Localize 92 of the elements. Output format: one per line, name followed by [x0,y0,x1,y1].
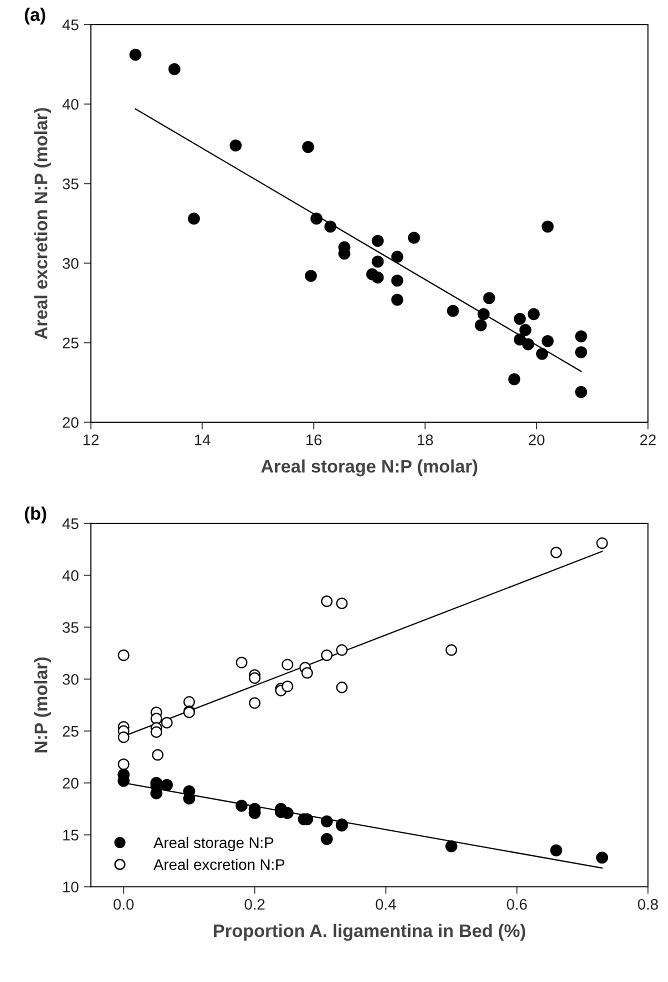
x-tick-label: 16 [306,434,322,446]
x-tick-label: 0.0 [114,898,134,910]
point [575,330,588,342]
x-tick-label: 12 [84,434,99,446]
point [282,680,294,692]
point [160,779,173,792]
point [445,840,458,852]
point [575,386,588,398]
point [575,346,588,358]
point [320,832,333,845]
x-tick-label: 20 [528,434,544,446]
point [321,595,333,608]
x-tick-label: 14 [194,434,210,446]
point [168,63,180,76]
point [236,656,248,668]
text: (a) [24,8,46,25]
y-tick-label: 25 [62,338,78,348]
point [248,697,260,709]
point [446,644,458,656]
point [324,220,336,233]
y-axis-title: N:P (molar) [34,657,51,752]
point [372,234,384,247]
point [542,335,554,348]
y-tick-label: 20 [62,778,78,789]
point [183,696,195,708]
y-tick-label: 35 [62,178,78,190]
x-tick-label: 0.8 [638,898,658,910]
point [304,270,317,282]
point [596,852,608,864]
x-axis-title: Areal storage N:P (molar) [261,459,478,476]
y-axis-title: Areal excretion N:P (molar) [34,108,51,340]
point [372,271,384,284]
point [320,815,333,828]
y-tick-label: 10 [63,882,78,892]
x-tick-label: 22 [640,434,656,446]
point [522,338,534,350]
point [118,758,130,770]
point [188,212,200,225]
point [536,348,548,360]
point [550,546,562,558]
legend-label: Areal storage N:P [154,836,274,852]
y-tick-label: 35 [62,622,78,633]
legend-label: Areal excretion N:P [154,858,284,870]
point [129,48,142,61]
x-tick-label: 0.4 [376,898,396,910]
point [596,537,608,549]
y-tick-label: 45 [62,20,78,30]
point [542,220,554,233]
point [508,373,520,386]
point [528,308,540,320]
point [230,139,242,152]
y-tick-label: 20 [62,417,78,428]
point [446,304,459,317]
point [391,294,404,306]
point [336,598,348,610]
point [372,256,384,268]
x-axis-title: Proportion A. ligamentina in Bed (%) [214,924,526,941]
point [391,250,404,263]
point [483,292,496,304]
point [336,682,348,694]
point [301,667,313,679]
point [519,324,532,336]
point [550,844,562,856]
point [514,312,526,325]
point [336,644,348,656]
point [150,726,162,738]
x-tick-label: 0.6 [506,898,527,910]
y-tick-label: 25 [62,726,78,737]
x-tick-label: 18 [418,434,433,446]
y-tick-label: 45 [62,518,78,530]
y-tick-label: 30 [62,258,78,269]
point [248,672,260,684]
y-tick-label: 40 [62,98,78,110]
point [310,212,322,225]
point [118,731,130,744]
y-tick-label: 15 [63,830,78,841]
point [478,308,490,320]
point [150,712,162,724]
point [161,716,173,728]
y-tick-label: 40 [62,570,78,581]
point [408,232,420,244]
y-tick-label: 30 [62,674,78,685]
point [302,141,314,154]
point [118,649,130,662]
point [474,319,487,332]
point [236,800,248,812]
x-tick-label: 0.2 [244,898,265,910]
point [282,658,294,670]
point [321,649,333,662]
point [391,274,404,287]
text: (b) [24,506,46,524]
point [152,749,164,761]
